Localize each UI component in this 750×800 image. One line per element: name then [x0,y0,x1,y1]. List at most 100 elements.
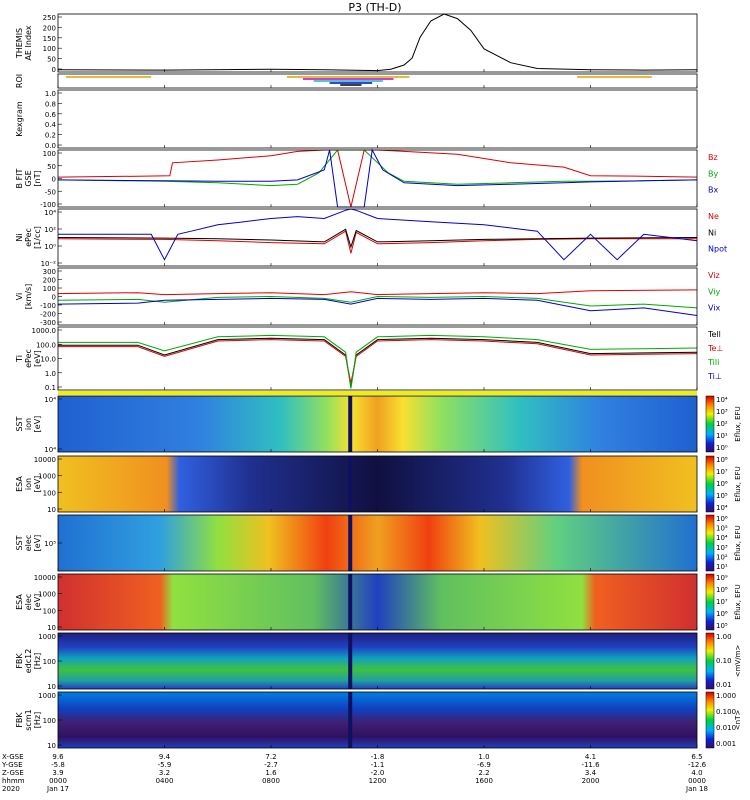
colorbar-tick-label: 10⁵ [716,525,728,533]
y-tick-label: 50 [47,56,56,64]
x-axis-row-label: X-GSE [2,753,24,761]
panel-sst_omni: SST ion [eV] 10⁴ 10³ 10² 10¹ 10⁰ Eflux, EFU 10⁴ 10… [15,391,742,454]
axis-label: FBK [15,653,24,669]
axis-label: [eV] [33,594,42,611]
legend-entry: Ne [708,212,719,221]
x-tick-label: 1.6 [265,769,277,777]
quality-flag-bar [58,391,697,395]
y-tick-label: 0.1 [45,384,56,392]
y-tick-label: 10 [47,742,56,750]
y-tick-label: 1000 [38,591,56,599]
x-tick-label: 2.2 [478,769,489,777]
colorbar-tick-label: 10⁴ [716,534,728,542]
colorbar-tick-label: 10⁴ [716,396,728,404]
colorbar-tick-label: 10⁰ [716,444,728,452]
spectrogram [58,515,697,571]
x-tick-label: -1.1 [371,761,385,769]
legend-entry: Ti⊥ [707,372,722,381]
x-tick-label: 6.5 [691,753,702,761]
legend-entry: By [708,169,718,178]
axis-label: scm1 [24,709,33,730]
axis-label: ROI [15,74,24,88]
panel-fbk_scm: FBK scm1 [Hz] 1.000 0.100 0.010 0.001 <nT> 1000 1… [15,691,742,750]
x-axis-row-label: hhmm [2,777,25,785]
axis-label: elec [24,535,33,551]
x-tick-label: 2000 [582,777,600,785]
y-tick-label: 10000 [34,574,56,582]
colorbar-label: Eflux, EFU [734,406,742,441]
legend-entry: Viz [708,271,720,280]
axis-label: elec [24,594,33,610]
series-line [57,149,698,208]
x-axis-row-label: Z-GSE [2,769,24,777]
x-axis-row-label: Y-GSE [1,761,23,769]
x-tick-label: 3.4 [585,769,597,777]
colorbar-tick-label: 10⁹ [716,574,728,582]
series-line [57,289,698,296]
axis-label: [eV] [33,476,42,493]
x-tick-label: 4.0 [691,769,702,777]
colorbar-tick-label: 0.010 [716,724,736,732]
y-tick-label: 200 [43,277,56,285]
colorbar [705,395,715,453]
x-tick-label: 0000 [49,777,67,785]
panel-frame [57,13,698,73]
y-tick-label: 10.0 [40,356,56,364]
spectrogram [58,574,697,630]
colorbar-tick-label: 10² [716,553,728,561]
y-tick-label: 100 [43,150,56,158]
y-tick-label: 1000 [38,633,56,641]
legend-entry: Viy [708,287,721,296]
colorbar-tick-label: 10⁵ [716,622,728,630]
axis-label: [eV] [33,416,42,433]
axis-label: AE Index [24,25,33,60]
colorbar-tick-label: 10⁷ [716,598,728,606]
spectrogram [58,396,697,452]
x-tick-label: -2.7 [264,761,278,769]
chart-title: P3 (TH-D) [348,1,401,14]
series-line [57,149,698,187]
y-tick-label: 250 [43,14,56,22]
legend-entry: Ni [708,228,716,237]
data-gap [348,515,353,571]
axis-label: ESA [15,476,24,492]
y-tick-label: -200 [40,311,56,319]
data-gap [348,574,353,630]
series-line [57,230,697,254]
x-tick-label: 0800 [262,777,280,785]
data-gap [348,456,353,512]
legend-entry: Vix [708,304,721,313]
axis-label: ESA [15,594,24,610]
spectrogram [58,456,697,512]
y-tick-label: 50 [47,163,56,171]
colorbar-tick-label: 10³ [716,408,728,416]
series-line [58,208,698,261]
x-tick-label: 0400 [156,777,174,785]
x-tick-label: 1200 [369,777,387,785]
x-tick-label: 7.2 [265,753,276,761]
series-line [57,297,698,316]
y-tick-label: 1000 [38,473,56,481]
colorbar-label: Eflux, EFU [734,525,742,560]
data-gap [348,692,353,748]
colorbar [705,455,715,513]
legend-entry: Tell [707,330,721,339]
colorbar [705,514,715,572]
colorbar-label: <nT> [734,710,742,731]
colorbar-tick-label: 10³ [716,544,728,552]
colorbar [705,632,715,690]
legend-entry: Npot [708,245,727,254]
y-tick-label: -300 [40,319,56,327]
panel-frame [57,208,698,267]
colorbar [705,691,715,749]
y-tick-label: 1000 [38,692,56,700]
x-tick-label: 3.2 [159,769,170,777]
axis-label: THEMIS [15,28,24,59]
axis-label: [Hz] [33,712,42,728]
axis-label: [eV] [33,350,42,367]
y-tick-label: 10⁴ [44,446,56,454]
